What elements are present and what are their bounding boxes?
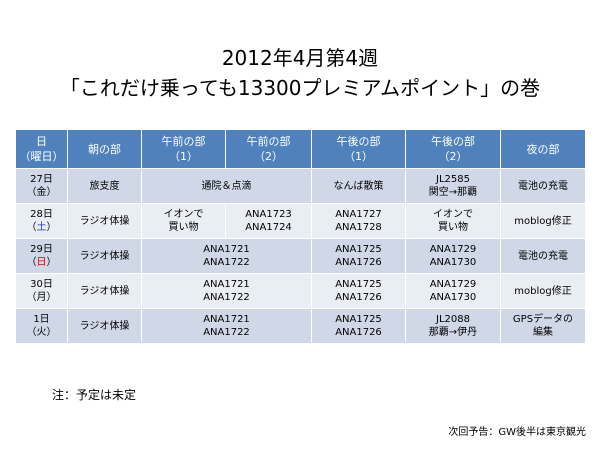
morning-cell: ラジオ体操 <box>67 273 142 309</box>
pm2-cell: イオンで 買い物 <box>405 203 501 239</box>
slide-title-line2: 「これだけ乗っても13300プレミアムポイント」の巻 <box>59 76 541 100</box>
pm2-cell: JL2585 関空→那覇 <box>405 168 501 204</box>
am-cell: 通院＆点滴 <box>141 168 312 204</box>
morning-cell: ラジオ体操 <box>67 238 142 274</box>
night-cell: moblog修正 <box>500 273 586 309</box>
night-cell: 電池の充電 <box>500 168 586 204</box>
night-cell: moblog修正 <box>500 203 586 239</box>
am-cell: ANA1721 ANA1722 <box>141 308 312 344</box>
am2-cell: ANA1723 ANA1724 <box>225 203 312 239</box>
header-morning: 朝の部 <box>67 129 142 169</box>
table-row: 29日 （日） ラジオ体操 ANA1721 ANA1722 ANA1725 ANA1… <box>15 238 586 274</box>
night-cell: 電池の充電 <box>500 238 586 274</box>
header-pm1: 午後の部 （1） <box>311 129 406 169</box>
pm1-cell: ANA1725 ANA1726 <box>311 238 406 274</box>
pm2-cell: JL2088 那覇→伊丹 <box>405 308 501 344</box>
am-cell: ANA1721 ANA1722 <box>141 273 312 309</box>
date-cell: 28日 （土） <box>15 203 68 239</box>
morning-cell: ラジオ体操 <box>67 203 142 239</box>
header-am2: 午前の部 （2） <box>225 129 312 169</box>
pm2-cell: ANA1729 ANA1730 <box>405 238 501 274</box>
pm2-cell: ANA1729 ANA1730 <box>405 273 501 309</box>
pm1-cell: ANA1725 ANA1726 <box>311 308 406 344</box>
header-am1: 午前の部 （1） <box>141 129 226 169</box>
table-row: 28日 （土） ラジオ体操 イオンで 買い物 ANA1723 ANA1724 ANA… <box>15 203 586 239</box>
night-cell: GPSデータの 編集 <box>500 308 586 344</box>
date-cell: 1日 （火） <box>15 308 68 344</box>
header-pm2: 午後の部 （2） <box>405 129 501 169</box>
table-header-row: 日（曜日） 朝の部 午前の部 （1） 午前の部 （2） 午後の部 （1） 午後の部 （2… <box>15 129 586 169</box>
pm1-cell: ANA1727 ANA1728 <box>311 203 406 239</box>
table-row: 30日 （月） ラジオ体操 ANA1721 ANA1722 ANA1725 ANA1… <box>15 273 586 309</box>
saturday-label: 土 <box>36 222 47 233</box>
schedule-table: 日（曜日） 朝の部 午前の部 （1） 午前の部 （2） 午後の部 （1） 午後の部 （2… <box>15 129 586 344</box>
sunday-label: 日 <box>36 257 47 268</box>
date-cell: 29日 （日） <box>15 238 68 274</box>
header-night: 夜の部 <box>500 129 586 169</box>
next-preview: 次回予告：GW後半は東京観光 <box>448 427 586 438</box>
schedule-note: 注：予定は未定 <box>52 388 137 402</box>
morning-cell: 旅支度 <box>67 168 142 204</box>
date-cell: 30日 （月） <box>15 273 68 309</box>
pm1-cell: なんば散策 <box>311 168 406 204</box>
morning-cell: ラジオ体操 <box>67 308 142 344</box>
table-row: 1日 （火） ラジオ体操 ANA1721 ANA1722 ANA1725 ANA17… <box>15 308 586 344</box>
am1-cell: イオンで 買い物 <box>141 203 226 239</box>
date-cell: 27日 （金） <box>15 168 68 204</box>
am-cell: ANA1721 ANA1722 <box>141 238 312 274</box>
header-date: 日（曜日） <box>15 129 68 169</box>
slide-title-line1: 2012年4月第4週 <box>221 46 379 70</box>
table-row: 27日 （金） 旅支度 通院＆点滴 なんば散策 JL2585 関空→那覇 電池の充… <box>15 168 586 204</box>
pm1-cell: ANA1725 ANA1726 <box>311 273 406 309</box>
